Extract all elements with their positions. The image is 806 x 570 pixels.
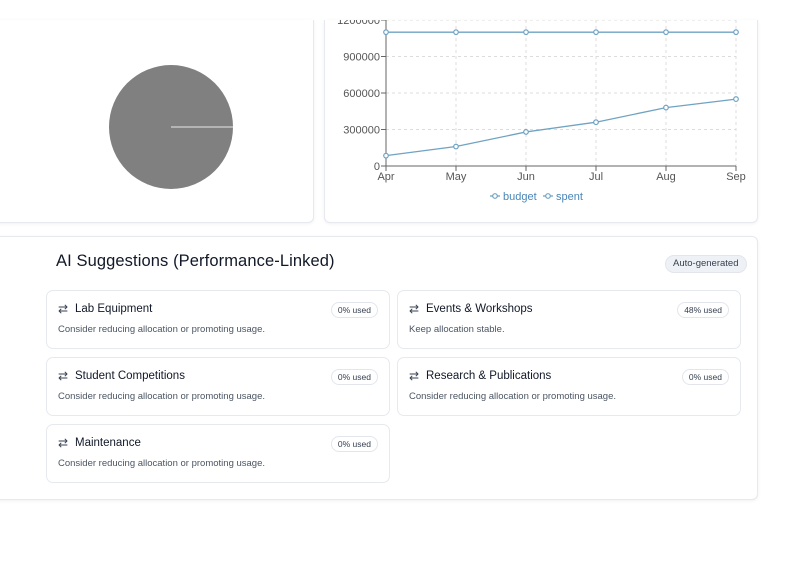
legend-label-spent[interactable]: spent <box>556 191 583 203</box>
line-chart-card <box>324 20 758 223</box>
x-tick-label: May <box>446 171 467 183</box>
y-tick-label: 600000 <box>343 88 380 100</box>
suggestion-card-events-workshops[interactable]: ⇄ Events & Workshops 48% used Keep alloc… <box>397 290 741 349</box>
suggestion-card-student-competitions[interactable]: ⇄ Student Competitions 0% used Consider … <box>46 357 390 416</box>
data-point-spent[interactable] <box>523 129 529 135</box>
data-point-spent[interactable] <box>733 96 739 102</box>
y-tick-label: 300000 <box>343 125 380 137</box>
suggestion-card-research-publications[interactable]: ⇄ Research & Publications 0% used Consid… <box>397 357 741 416</box>
swap-arrows-icon: ⇄ <box>409 302 420 316</box>
swap-arrows-icon: ⇄ <box>58 436 69 450</box>
x-tick-label: Jun <box>517 171 535 183</box>
suggestion-category: Student Competitions <box>75 370 185 382</box>
data-point-budget[interactable] <box>733 29 739 36</box>
data-point-spent[interactable] <box>383 152 389 159</box>
data-point-budget[interactable] <box>523 29 529 36</box>
legend-label-budget[interactable]: budget <box>503 191 537 203</box>
usage-badge: 0% used <box>330 369 378 385</box>
suggestion-card-maintenance[interactable]: ⇄ Maintenance 0% used Consider reducing … <box>46 424 390 483</box>
legend-marker-dot <box>492 193 498 199</box>
x-tick-label: Apr <box>377 171 394 183</box>
usage-badge: 0% used <box>330 436 378 452</box>
suggestion-category: Research & Publications <box>426 370 552 382</box>
x-tick-label: Sep <box>726 171 746 183</box>
usage-badge: 0% used <box>330 302 378 318</box>
suggestion-text: Consider reducing allocation or promotin… <box>409 391 617 402</box>
data-point-budget[interactable] <box>593 29 599 36</box>
suggestion-text: Consider reducing allocation or promotin… <box>58 458 266 469</box>
auto-generated-badge: Auto-generated <box>665 255 747 273</box>
data-point-spent[interactable] <box>663 104 669 111</box>
pie-chart <box>109 65 233 189</box>
ai-suggestions-title: AI Suggestions (Performance-Linked) <box>56 252 335 270</box>
swap-arrows-icon: ⇄ <box>409 369 420 383</box>
suggestion-card-lab-equipment[interactable]: ⇄ Lab Equipment 0% used Consider reducin… <box>46 290 390 349</box>
series-line-spent <box>385 98 737 157</box>
data-point-spent[interactable] <box>593 119 599 126</box>
y-tick-label: 1200000 <box>337 20 380 27</box>
y-tick-label: 0 <box>374 161 380 173</box>
x-tick-label: Aug <box>656 171 676 183</box>
swap-arrows-icon: ⇄ <box>58 302 69 316</box>
suggestion-text: Consider reducing allocation or promotin… <box>58 391 266 402</box>
suggestion-category: Maintenance <box>75 437 141 449</box>
suggestion-category: Events & Workshops <box>426 303 533 315</box>
suggestion-text: Consider reducing allocation or promotin… <box>58 324 266 335</box>
swap-arrows-icon: ⇄ <box>58 369 69 383</box>
x-tick-label: Jul <box>589 171 603 183</box>
data-point-budget[interactable] <box>663 29 669 36</box>
suggestion-text: Keep allocation stable. <box>409 324 505 335</box>
data-point-spent[interactable] <box>453 143 459 150</box>
usage-badge: 0% used <box>681 369 729 385</box>
usage-badge: 48% used <box>677 302 729 318</box>
data-point-budget[interactable] <box>453 29 459 36</box>
legend-marker-dot <box>545 193 551 199</box>
data-point-budget[interactable] <box>383 29 389 36</box>
budget-vs-spent-chart: 0 300000 600000 900000 1200000 Apr May Jun Jul Au… <box>337 20 746 203</box>
suggestion-category: Lab Equipment <box>75 303 153 315</box>
y-tick-label: 900000 <box>343 52 380 64</box>
